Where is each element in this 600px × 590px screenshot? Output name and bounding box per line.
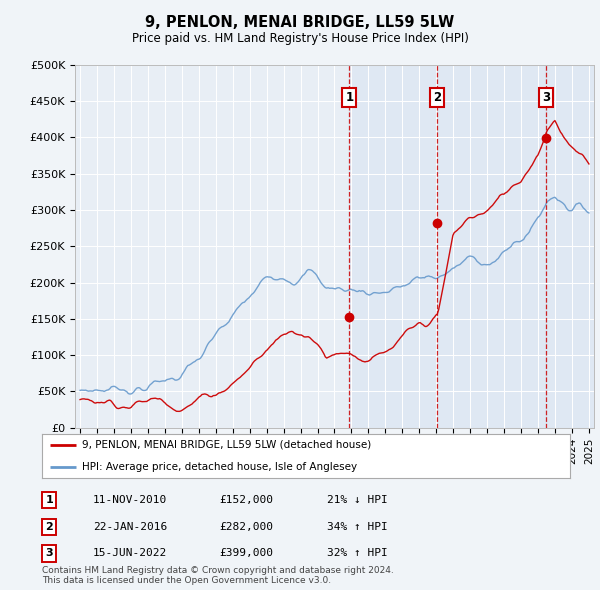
Text: 11-NOV-2010: 11-NOV-2010 [93,496,167,505]
Text: 21% ↓ HPI: 21% ↓ HPI [327,496,388,505]
Text: £152,000: £152,000 [219,496,273,505]
Text: 22-JAN-2016: 22-JAN-2016 [93,522,167,532]
Text: 34% ↑ HPI: 34% ↑ HPI [327,522,388,532]
Text: Price paid vs. HM Land Registry's House Price Index (HPI): Price paid vs. HM Land Registry's House … [131,32,469,45]
Text: 1: 1 [345,91,353,104]
Text: 2: 2 [433,91,442,104]
Text: 1: 1 [46,496,53,505]
Text: 9, PENLON, MENAI BRIDGE, LL59 5LW (detached house): 9, PENLON, MENAI BRIDGE, LL59 5LW (detac… [82,440,371,450]
Text: 9, PENLON, MENAI BRIDGE, LL59 5LW: 9, PENLON, MENAI BRIDGE, LL59 5LW [145,15,455,30]
Text: 32% ↑ HPI: 32% ↑ HPI [327,549,388,558]
Bar [546,65,598,428]
Bar [349,65,437,428]
Text: Contains HM Land Registry data © Crown copyright and database right 2024.
This d: Contains HM Land Registry data © Crown c… [42,566,394,585]
Text: £399,000: £399,000 [219,549,273,558]
Text: 15-JUN-2022: 15-JUN-2022 [93,549,167,558]
Bar [437,65,546,428]
Text: 3: 3 [46,549,53,558]
Text: HPI: Average price, detached house, Isle of Anglesey: HPI: Average price, detached house, Isle… [82,462,357,472]
Text: £282,000: £282,000 [219,522,273,532]
Text: 3: 3 [542,91,550,104]
Text: 2: 2 [46,522,53,532]
